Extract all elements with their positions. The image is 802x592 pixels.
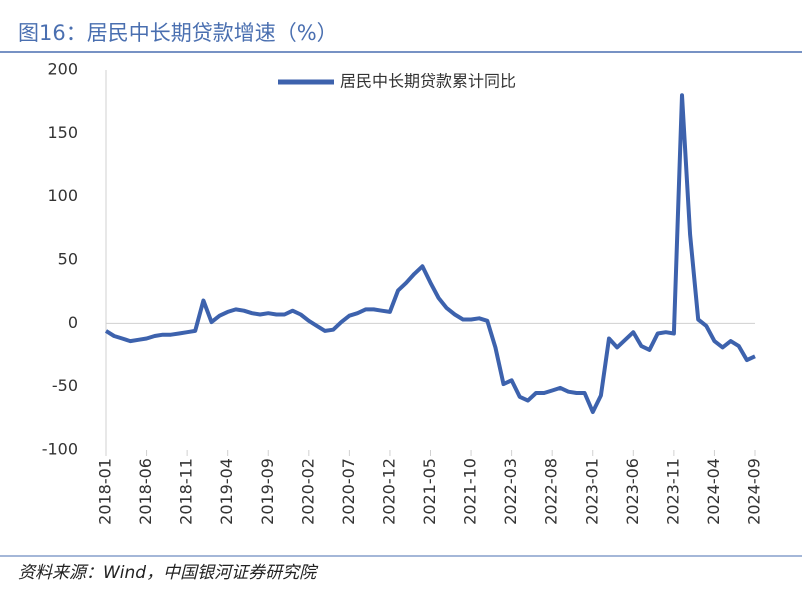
x-tick-label: 2023-01 — [582, 458, 601, 525]
x-tick-label: 2023-06 — [623, 458, 642, 525]
x-tick-label: 2024-09 — [745, 458, 764, 525]
chart-title: 图16：居民中长期贷款增速（%） — [18, 21, 338, 45]
data-line — [104, 93, 756, 414]
x-tick-label: 2018-11 — [177, 458, 196, 525]
source: 资料来源：Wind，中国银河证券研究院 — [18, 563, 319, 583]
legend-label: 居民中长期贷款累计同比 — [340, 72, 516, 91]
y-tick-label: 200 — [47, 60, 78, 79]
x-tick-label: 2024-04 — [704, 458, 723, 525]
x-tick-label: 2020-07 — [339, 458, 358, 525]
x-tick-label: 2021-05 — [420, 458, 439, 525]
x-tick-label: 2018-06 — [136, 458, 155, 525]
y-tick-label: -50 — [52, 376, 78, 395]
x-tick-label: 2022-08 — [542, 458, 561, 525]
y-tick-label: -100 — [42, 440, 78, 459]
x-tick-label: 2021-10 — [461, 458, 480, 525]
x-tick-label: 2022-03 — [501, 458, 520, 525]
x-tick-label: 2019-04 — [217, 458, 236, 525]
x-tick-label: 2020-02 — [298, 458, 317, 525]
y-tick-label: 50 — [58, 250, 78, 269]
x-tick-label: 2020-12 — [379, 458, 398, 525]
x-tick-label: 2019-09 — [258, 458, 277, 525]
x-tick-label: 2023-11 — [663, 458, 682, 525]
y-tick-label: 0 — [68, 313, 78, 332]
y-tick-label: 100 — [47, 186, 78, 205]
x-tick-label: 2018-01 — [96, 458, 115, 525]
y-tick-label: 150 — [47, 123, 78, 142]
